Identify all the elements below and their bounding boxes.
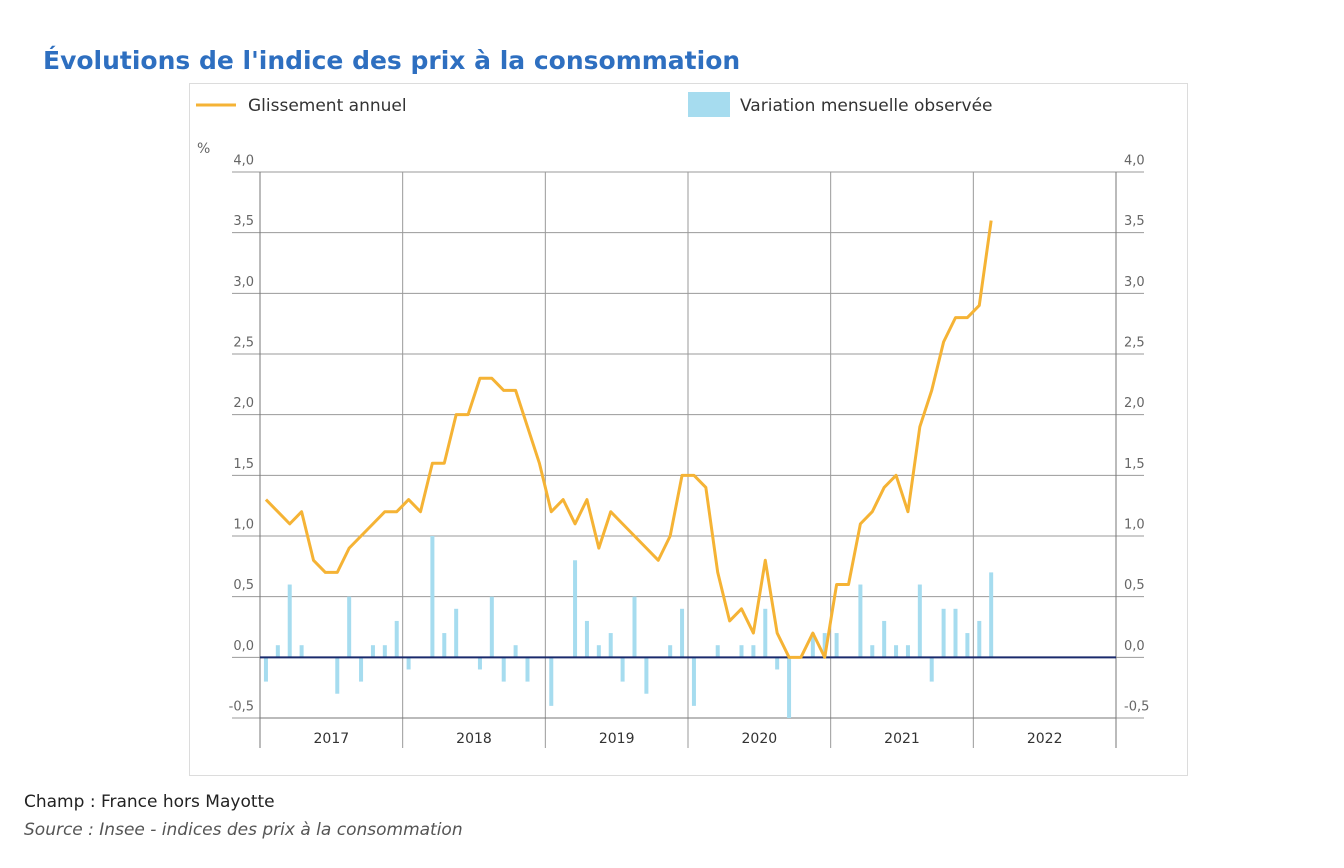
- bar: [953, 608, 958, 658]
- y-tick-label: 1,5: [233, 457, 254, 472]
- y2-tick-label: -0,5: [1124, 700, 1149, 715]
- bar: [275, 645, 280, 658]
- y-tick-label: 0,0: [233, 639, 254, 654]
- y2-tick-label: 0,0: [1124, 639, 1145, 654]
- y2-tick-label: 1,0: [1124, 518, 1145, 533]
- bar: [406, 657, 411, 670]
- bar: [382, 645, 387, 658]
- bar: [477, 657, 482, 670]
- line: [264, 220, 993, 659]
- y-tick-label: 4,0: [233, 154, 254, 169]
- y2-tick-label: 3,5: [1124, 214, 1145, 229]
- bar: [870, 645, 875, 658]
- bar: [739, 645, 744, 658]
- x-tick-label: 2017: [314, 731, 350, 747]
- bar: [370, 645, 375, 658]
- bar: [763, 608, 768, 658]
- y2-tick-label: 1,5: [1124, 457, 1145, 472]
- bar: [691, 657, 696, 706]
- bar: [941, 608, 946, 658]
- bar: [263, 657, 268, 682]
- bar: [335, 657, 340, 694]
- bar: [882, 620, 887, 658]
- bar: [715, 645, 720, 658]
- bar: [965, 633, 970, 658]
- bar: [501, 657, 506, 682]
- y-tick-label: 0,5: [233, 578, 254, 593]
- legend-swatch: [688, 92, 730, 117]
- bar: [549, 657, 554, 706]
- y2-tick-label: 2,0: [1124, 396, 1145, 411]
- bar: [668, 645, 673, 658]
- bar: [620, 657, 625, 682]
- x-tick-label: 2022: [1027, 731, 1063, 747]
- bar: [454, 608, 459, 658]
- y-tick-label: 1,0: [233, 518, 254, 533]
- legend-label: Glissement annuel: [248, 96, 407, 116]
- bar: [573, 560, 578, 658]
- y-tick-label: 2,0: [233, 396, 254, 411]
- bar: [513, 645, 518, 658]
- bar: [810, 633, 815, 658]
- bar: [632, 596, 637, 658]
- bar: [775, 657, 780, 670]
- bar: [989, 572, 994, 658]
- y-unit: %: [197, 141, 210, 157]
- bar: [489, 596, 494, 658]
- y2-tick-label: 2,5: [1124, 336, 1145, 351]
- bar: [787, 657, 792, 718]
- bar: [584, 620, 589, 658]
- y2-tick-label: 3,0: [1124, 275, 1145, 290]
- bar: [751, 645, 756, 658]
- x-tick-label: 2018: [456, 731, 492, 747]
- chart-frame: [189, 83, 1188, 776]
- x-tick-label: 2021: [884, 731, 920, 747]
- x-tick-label: 2020: [742, 731, 778, 747]
- y-tick-label: 3,0: [233, 275, 254, 290]
- y-tick-label: 2,5: [233, 336, 254, 351]
- bar: [359, 657, 364, 682]
- bar: [858, 584, 863, 658]
- bar: [977, 620, 982, 658]
- bar: [929, 657, 934, 682]
- bar: [917, 584, 922, 658]
- source: Source : Insee - indices des prix à la c…: [24, 820, 463, 840]
- y2-tick-label: 4,0: [1124, 154, 1145, 169]
- bar: [822, 633, 827, 658]
- bar: [894, 645, 899, 658]
- bar: [680, 608, 685, 658]
- x-tick-label: 2019: [599, 731, 635, 747]
- bar: [525, 657, 530, 682]
- bar: [442, 633, 447, 658]
- chart-title: Évolutions de l'indice des prix à la con…: [43, 46, 740, 75]
- y-tick-label: 3,5: [233, 214, 254, 229]
- bar: [299, 645, 304, 658]
- bar: [905, 645, 910, 658]
- y-tick-label: -0,5: [229, 700, 254, 715]
- bar: [287, 584, 292, 658]
- bar: [347, 596, 352, 658]
- legend-label: Variation mensuelle observée: [740, 96, 993, 116]
- bar: [394, 620, 399, 658]
- bar: [596, 645, 601, 658]
- y2-tick-label: 0,5: [1124, 578, 1145, 593]
- bar: [430, 536, 435, 658]
- bar: [644, 657, 649, 694]
- note: Champ : France hors Mayotte: [24, 792, 275, 812]
- bar: [834, 633, 839, 658]
- bar: [608, 633, 613, 658]
